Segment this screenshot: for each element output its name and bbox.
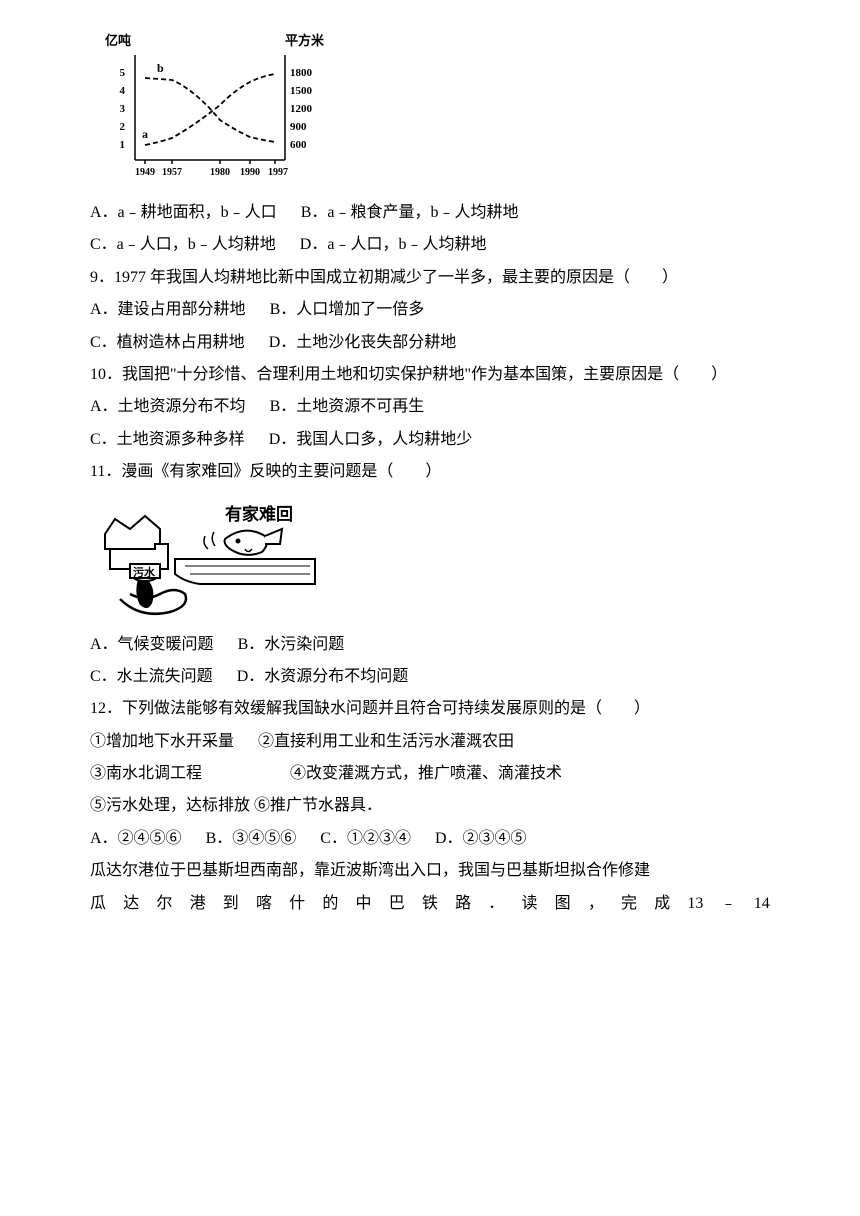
svg-text:1990: 1990 [240, 167, 260, 178]
svg-text:900: 900 [290, 121, 307, 133]
svg-text:有家难回: 有家难回 [225, 504, 293, 524]
svg-text:4: 4 [120, 85, 126, 97]
q11-option-a: A．气候变暖问题 [90, 636, 214, 653]
q11-option-row2: C．水土流失问题 D．水资源分布不均问题 [90, 662, 770, 692]
svg-text:a: a [142, 127, 148, 141]
q12-i3: ③南水北调工程 [90, 765, 202, 782]
q8-option-d: D．a﹣人口，b﹣人均耕地 [300, 236, 487, 253]
svg-text:1: 1 [120, 139, 126, 151]
svg-text:污水: 污水 [133, 565, 156, 579]
svg-text:1957: 1957 [162, 167, 182, 178]
passage-line2: 瓜达尔港到喀什的中巴铁路．读图，完成13﹣14 [90, 889, 770, 919]
q8-option-row1: A．a﹣耕地面积，b﹣人口 B．a﹣粮食产量，b﹣人均耕地 [90, 198, 770, 228]
q12-option-a: A．②④⑤⑥ [90, 830, 182, 847]
q11-option-c: C．水土流失问题 [90, 668, 213, 685]
q9-option-c: C．植树造林占用耕地 [90, 334, 245, 351]
q8-option-c: C．a﹣人口，b﹣人均耕地 [90, 236, 276, 253]
q12-i5: ⑤污水处理，达标排放 [90, 797, 250, 814]
q10-option-row1: A．土地资源分布不均 B．土地资源不可再生 [90, 392, 770, 422]
svg-text:1980: 1980 [210, 167, 230, 178]
q10-option-d: D．我国人口多，人均耕地少 [269, 431, 473, 448]
cartoon-image: 有家难回 污水 [90, 494, 320, 624]
q10-stem: 10．我国把"十分珍惜、合理利用土地和切实保护耕地"作为基本国策，主要原因是（ … [90, 360, 770, 390]
q12-i1: ①增加地下水开采量 [90, 733, 234, 750]
q12-stem: 12．下列做法能够有效缓解我国缺水问题并且符合可持续发展原则的是（ ） [90, 694, 770, 724]
svg-text:5: 5 [120, 67, 126, 79]
svg-text:1997: 1997 [268, 167, 288, 178]
q9-option-row2: C．植树造林占用耕地 D．土地沙化丧失部分耕地 [90, 328, 770, 358]
q11-option-row1: A．气候变暖问题 B．水污染问题 [90, 630, 770, 660]
svg-text:2: 2 [120, 121, 126, 133]
svg-text:600: 600 [290, 139, 307, 151]
q12-i6: ⑥推广节水器具． [254, 797, 382, 814]
q9-option-row1: A．建设占用部分耕地 B．人口增加了一倍多 [90, 295, 770, 325]
q12-i4: ④改变灌溉方式，推广喷灌、滴灌技术 [290, 765, 562, 782]
q12-options: A．②④⑤⑥ B．③④⑤⑥ C．①②③④ D．②③④⑤ [90, 824, 770, 854]
q12-items-row2: ③南水北调工程 ④改变灌溉方式，推广喷灌、滴灌技术 [90, 759, 770, 789]
q12-option-d: D．②③④⑤ [435, 830, 527, 847]
svg-text:1500: 1500 [290, 85, 313, 97]
passage-line1: 瓜达尔港位于巴基斯坦西南部，靠近波斯湾出入口，我国与巴基斯坦拟合作修建 [90, 856, 770, 886]
q12-option-b: B．③④⑤⑥ [206, 830, 297, 847]
svg-text:1200: 1200 [290, 103, 313, 115]
line-chart: 亿吨 平方米 1 2 3 4 5 600 900 1200 1500 1800 … [90, 30, 335, 190]
y-left-label: 亿吨 [105, 33, 131, 48]
q9-option-a: A．建设占用部分耕地 [90, 301, 246, 318]
chart-container: 亿吨 平方米 1 2 3 4 5 600 900 1200 1500 1800 … [90, 30, 335, 190]
q12-items-row1: ①增加地下水开采量 ②直接利用工业和生活污水灌溉农田 [90, 727, 770, 757]
q12-option-c: C．①②③④ [320, 830, 411, 847]
q8-option-a: A．a﹣耕地面积，b﹣人口 [90, 204, 277, 221]
q10-option-a: A．土地资源分布不均 [90, 398, 246, 415]
svg-text:b: b [157, 61, 164, 75]
q9-stem: 9．1977 年我国人均耕地比新中国成立初期减少了一半多，最主要的原因是（ ） [90, 263, 770, 293]
y-right-label: 平方米 [285, 33, 325, 48]
q12-items-row3: ⑤污水处理，达标排放 ⑥推广节水器具． [90, 791, 770, 821]
q11-option-d: D．水资源分布不均问题 [237, 668, 409, 685]
q10-option-row2: C．土地资源多种多样 D．我国人口多，人均耕地少 [90, 425, 770, 455]
q10-option-b: B．土地资源不可再生 [270, 398, 425, 415]
q10-option-c: C．土地资源多种多样 [90, 431, 245, 448]
q9-option-d: D．土地沙化丧失部分耕地 [269, 334, 457, 351]
svg-text:1949: 1949 [135, 167, 155, 178]
q11-stem: 11．漫画《有家难回》反映的主要问题是（ ） [90, 457, 770, 487]
q12-i2: ②直接利用工业和生活污水灌溉农田 [258, 733, 514, 750]
q9-option-b: B．人口增加了一倍多 [270, 301, 425, 318]
q8-option-b: B．a﹣粮食产量，b﹣人均耕地 [301, 204, 519, 221]
q8-option-row2: C．a﹣人口，b﹣人均耕地 D．a﹣人口，b﹣人均耕地 [90, 230, 770, 260]
q11-option-b: B．水污染问题 [238, 636, 345, 653]
svg-text:3: 3 [120, 103, 126, 115]
svg-text:1800: 1800 [290, 67, 313, 79]
